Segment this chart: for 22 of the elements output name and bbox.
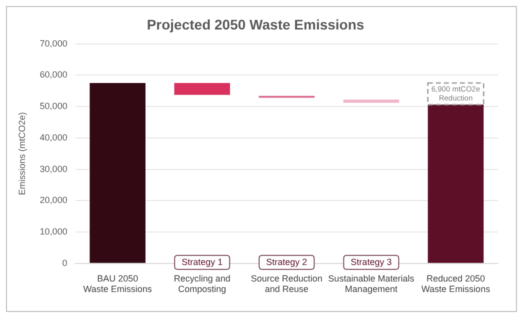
chart-title: Projected 2050 Waste Emissions — [146, 16, 364, 32]
annotation: Strategy 3 — [350, 256, 392, 267]
bar — [174, 83, 230, 95]
y-tick-label: 60,000 — [40, 70, 68, 80]
x-tick-label: Reduced 2050 Waste Emissions — [421, 273, 491, 294]
x-tick-label: BAU 2050 Waste Emissions — [83, 273, 152, 294]
bar — [343, 100, 400, 103]
y-axis-title: Emissions (mtCO2e) — [16, 112, 27, 196]
x-tick-label: Source Reduction and Reuse — [250, 273, 322, 294]
annotation: Strategy 1 — [182, 256, 223, 267]
y-tick-label: 70,000 — [40, 38, 68, 48]
bar — [428, 104, 484, 263]
y-tick-label: 30,000 — [40, 164, 68, 174]
y-tick-label: 40,000 — [40, 132, 68, 142]
annotation: Strategy 2 — [266, 256, 308, 267]
bar — [90, 83, 146, 263]
x-tick-label: Recycling and Composting — [174, 273, 230, 294]
y-tick-label: 20,000 — [40, 195, 68, 206]
y-tick-label: 50,000 — [40, 101, 68, 112]
x-tick-label: Sustainable Materials Management — [328, 273, 415, 294]
y-tick-label: 0 — [62, 258, 68, 268]
y-tick-label: 10,000 — [40, 226, 68, 237]
